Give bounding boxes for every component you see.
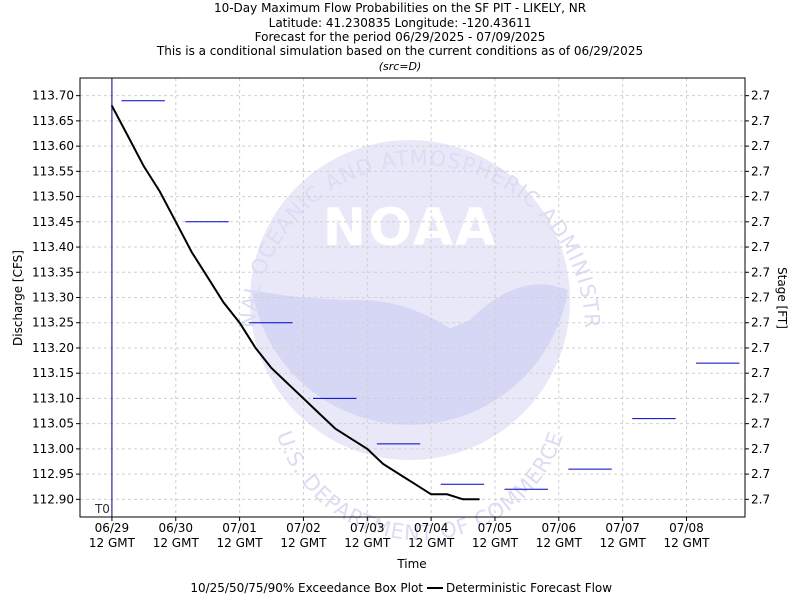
legend-item-forecast-flow: Deterministic Forecast Flow xyxy=(446,581,612,595)
t0-label: T0 xyxy=(94,502,110,516)
y2-tick-label: 2.7 xyxy=(751,139,770,153)
forecast-flow-point xyxy=(111,104,113,107)
forecast-flow-point xyxy=(190,251,193,253)
x-tick-label-time: 12 GMT xyxy=(344,536,391,550)
x-tick-label-date: 07/08 xyxy=(669,521,704,535)
y-tick-label: 113.45 xyxy=(32,215,74,229)
x-tick-label-date: 07/02 xyxy=(286,521,321,535)
y2-axis-ticks: 2.7 2.7 2.7 2.7 2.7 2.7 2.7 2.7 2.7 2.7 2.7 2.7 2.7 2… xyxy=(745,89,770,506)
y2-axis-label: Stage [FT] xyxy=(775,267,789,329)
x-tick-label-time: 12 GMT xyxy=(153,536,200,550)
forecast-flow-point xyxy=(462,498,464,501)
forecast-flow-point xyxy=(478,498,480,501)
forecast-flow-point xyxy=(302,397,305,400)
y-tick-label: 113.40 xyxy=(32,240,74,254)
forecast-flow-point xyxy=(159,190,161,193)
y-tick-label: 112.90 xyxy=(32,492,74,506)
y2-tick-label: 2.7 xyxy=(751,215,770,229)
y2-tick-label: 2.7 xyxy=(751,417,770,431)
y-tick-label: 113.00 xyxy=(32,442,74,456)
forecast-flow-point xyxy=(430,493,432,496)
y2-tick-label: 2.7 xyxy=(751,265,770,279)
forecast-flow-point xyxy=(206,276,209,279)
y2-tick-label: 2.7 xyxy=(751,190,770,204)
forecast-flow-point xyxy=(222,301,225,304)
forecast-flow-point xyxy=(318,412,321,415)
y2-tick-label: 2.7 xyxy=(751,291,770,305)
y-tick-label: 112.95 xyxy=(32,467,74,481)
y-axis-label: Discharge [CFS] xyxy=(11,250,25,346)
y2-tick-label: 2.7 xyxy=(751,492,770,506)
forecast-flow-point xyxy=(366,448,369,450)
x-tick-label-date: 07/01 xyxy=(222,521,257,535)
forecast-flow-line xyxy=(111,105,479,501)
y2-tick-label: 2.7 xyxy=(751,467,770,481)
y-tick-label: 113.20 xyxy=(32,341,74,355)
forecast-flow-point xyxy=(286,382,289,385)
y-tick-label: 113.70 xyxy=(32,89,74,103)
forecast-flow-series xyxy=(111,104,480,501)
x-tick-label-time: 12 GMT xyxy=(89,536,136,550)
x-tick-label-time: 12 GMT xyxy=(217,536,264,550)
x-tick-label-date: 06/30 xyxy=(158,521,193,535)
x-tick-label-date: 07/05 xyxy=(478,521,513,535)
forecast-flow-point xyxy=(414,483,416,486)
y-axis-ticks: 113.70 113.65 113.60 113.55 113.50 113.45 113.… xyxy=(32,89,80,506)
forecast-flow-point xyxy=(254,347,257,349)
legend-item-box-plot: 10/25/50/75/90% Exceedance Box Plot xyxy=(190,581,423,595)
x-tick-label-date: 07/06 xyxy=(542,521,577,535)
legend: 10/25/50/75/90% Exceedance Box Plot Dete… xyxy=(190,581,612,595)
t0-marker: T0 xyxy=(94,78,113,517)
x-tick-label-date: 07/07 xyxy=(605,521,640,535)
x-tick-label-time: 12 GMT xyxy=(536,536,583,550)
forecast-flow-point xyxy=(127,135,129,137)
chart-title-line-2: Latitude: 41.230835 Longitude: -120.4361… xyxy=(269,16,532,30)
y-tick-label: 113.10 xyxy=(32,391,74,405)
forecast-flow-point xyxy=(350,437,353,440)
y-tick-label: 113.65 xyxy=(32,114,74,128)
y2-tick-label: 2.7 xyxy=(751,366,770,380)
y2-tick-label: 2.7 xyxy=(751,164,770,178)
y-tick-label: 113.30 xyxy=(32,291,74,305)
x-tick-label-time: 12 GMT xyxy=(472,536,519,550)
y-tick-label: 113.35 xyxy=(32,265,74,279)
chart-title-line-3: Forecast for the period 06/29/2025 - 07/… xyxy=(255,30,546,44)
y-tick-label: 113.60 xyxy=(32,139,74,153)
x-tick-label-time: 12 GMT xyxy=(663,536,710,550)
forecast-flow-point xyxy=(334,427,337,430)
x-tick-label-time: 12 GMT xyxy=(600,536,647,550)
y-tick-label: 113.55 xyxy=(32,164,74,178)
source-note: (src=D) xyxy=(379,60,422,73)
y2-tick-label: 2.7 xyxy=(751,442,770,456)
y2-tick-label: 2.7 xyxy=(751,240,770,254)
x-tick-label-time: 12 GMT xyxy=(408,536,455,550)
y2-tick-label: 2.7 xyxy=(751,114,770,128)
x-tick-label-date: 07/03 xyxy=(350,521,385,535)
forecast-flow-point xyxy=(446,493,448,496)
forecast-flow-point xyxy=(238,321,241,324)
x-tick-label-date: 07/04 xyxy=(414,521,449,535)
forecast-flow-point xyxy=(143,165,145,168)
y-tick-label: 113.25 xyxy=(32,316,74,330)
forecast-flow-point xyxy=(382,463,385,465)
y-tick-label: 113.50 xyxy=(32,190,74,204)
x-tick-label-date: 06/29 xyxy=(95,521,130,535)
x-tick-label-time: 12 GMT xyxy=(280,536,327,550)
forecast-flow-point xyxy=(174,221,177,223)
chart-title-line-1: 10-Day Maximum Flow Probabilities on the… xyxy=(214,1,586,15)
chart-title-line-4: This is a conditional simulation based o… xyxy=(156,44,643,58)
y2-tick-label: 2.7 xyxy=(751,391,770,405)
x-axis-label: Time xyxy=(396,557,426,571)
forecast-flow-point xyxy=(270,367,273,369)
box-plot-series xyxy=(121,100,740,490)
noaa-center-text: NOAA xyxy=(323,198,498,258)
y-tick-label: 113.05 xyxy=(32,417,74,431)
y2-tick-label: 2.7 xyxy=(751,89,770,103)
y2-tick-label: 2.7 xyxy=(751,341,770,355)
forecast-flow-point xyxy=(398,473,401,475)
y-tick-label: 113.15 xyxy=(32,366,74,380)
y2-tick-label: 2.7 xyxy=(751,316,770,330)
